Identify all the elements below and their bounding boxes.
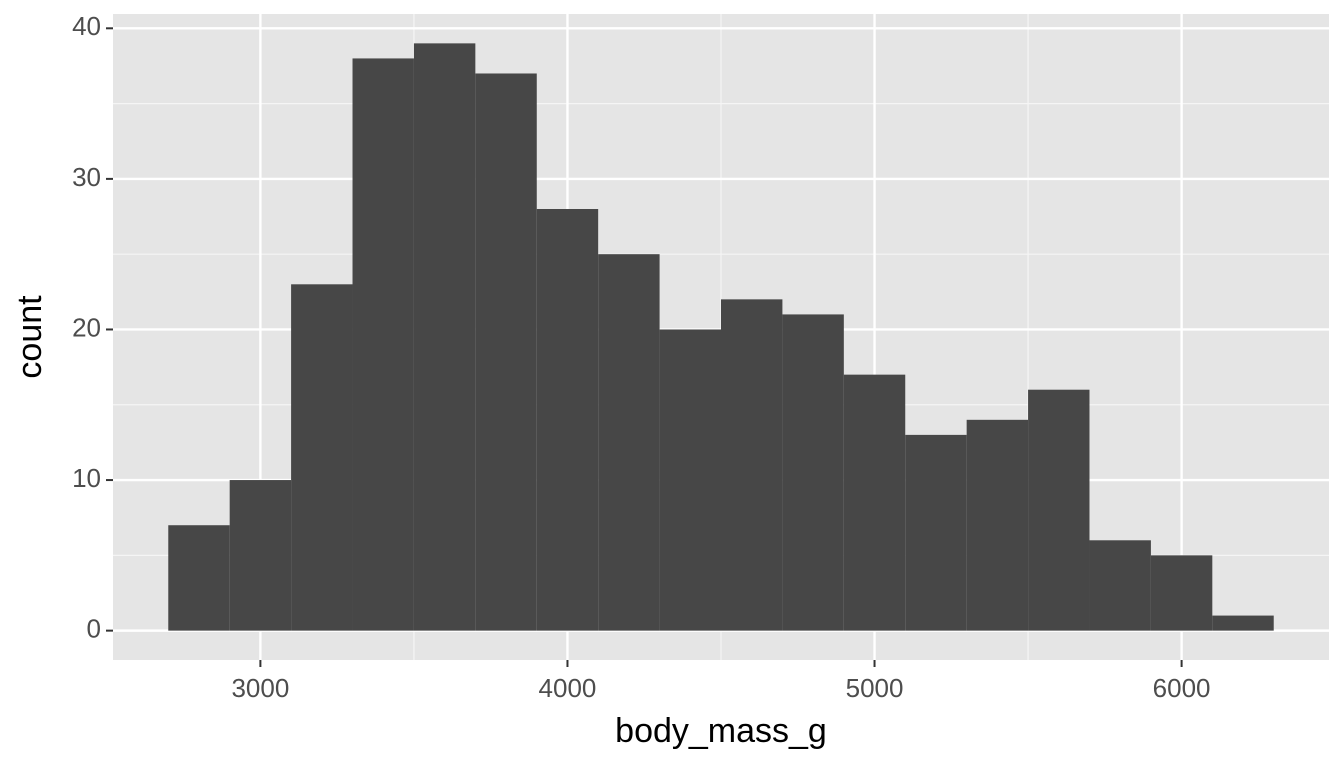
bar	[1150, 555, 1213, 631]
x-tick-label: 4000	[539, 673, 597, 703]
y-axis-title: count	[11, 295, 49, 379]
y-tick-label: 40	[72, 11, 101, 41]
bar	[229, 480, 292, 631]
bar	[721, 299, 783, 631]
y-tick-label: 10	[72, 463, 101, 493]
bar	[843, 374, 906, 631]
bar	[782, 314, 844, 631]
bar	[291, 284, 353, 631]
bar	[598, 254, 660, 631]
bar	[659, 329, 721, 631]
bar	[966, 419, 1029, 631]
y-tick-label: 30	[72, 162, 101, 192]
y-tick-label: 20	[72, 312, 101, 342]
bar	[1089, 540, 1151, 631]
bar	[1212, 615, 1274, 631]
bar	[536, 209, 599, 631]
bar	[352, 58, 414, 631]
x-tick-label: 3000	[231, 673, 289, 703]
bar	[1028, 389, 1090, 631]
y-tick-label: 0	[87, 614, 101, 644]
bar	[168, 525, 230, 631]
bar	[475, 73, 537, 631]
x-axis-title: body_mass_g	[615, 712, 827, 750]
bar	[413, 43, 476, 631]
x-tick-label: 5000	[846, 673, 904, 703]
x-tick-label: 6000	[1153, 673, 1211, 703]
bar	[905, 434, 967, 631]
